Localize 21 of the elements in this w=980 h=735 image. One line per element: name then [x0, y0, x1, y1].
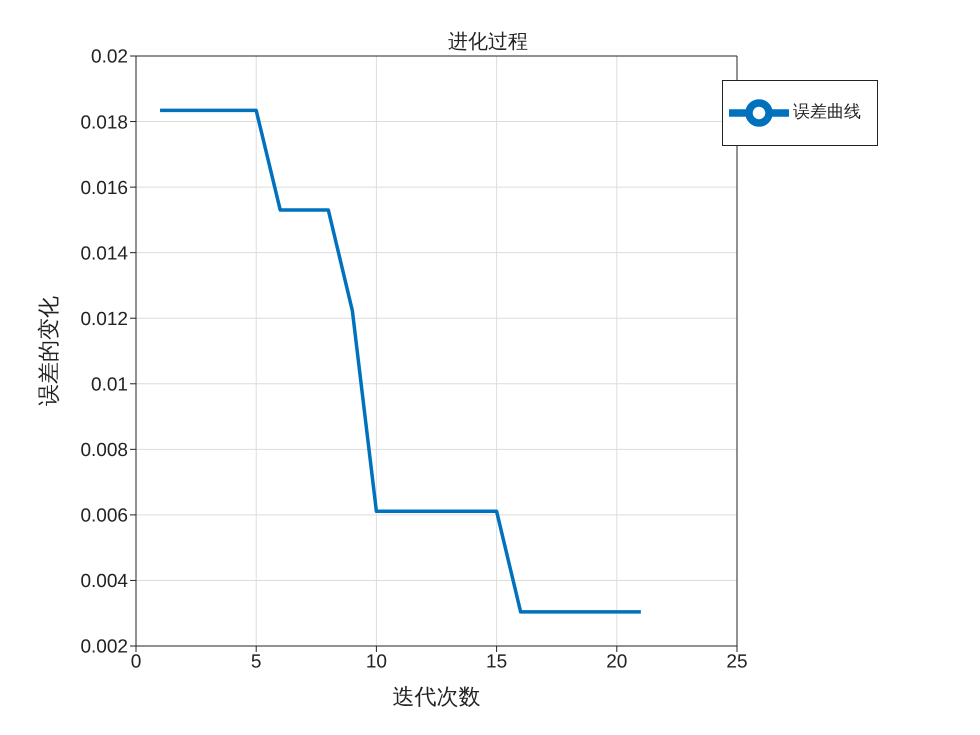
y-tick-label: 0.008: [80, 440, 128, 462]
legend-label: 误差曲线: [793, 102, 861, 121]
x-axis-title: 迭代次数: [392, 684, 480, 709]
x-tick-label: 15: [486, 651, 508, 672]
x-tick-label: 5: [250, 651, 262, 672]
y-tick-label: 0.012: [80, 308, 128, 330]
x-tick-label: 10: [366, 651, 387, 672]
y-tick-label: 0.006: [80, 506, 128, 527]
x-tick-label: 20: [606, 651, 628, 672]
x-tick-label: 0: [130, 651, 142, 672]
y-tick-label: 0.018: [80, 112, 128, 134]
y-tick-label: 0.004: [80, 571, 128, 592]
y-tick-label: 0.014: [80, 243, 128, 264]
line-series: [158, 108, 643, 614]
chart-title: 进化过程: [448, 31, 528, 53]
y-tick-label: 0.01: [91, 374, 128, 396]
y-tick-label: 0.002: [80, 636, 128, 658]
y-tick-label: 0.016: [80, 178, 128, 199]
x-tick-label: 25: [726, 651, 748, 672]
y-axis-title: 误差的变化: [36, 296, 61, 406]
y-tick-label: 0.02: [91, 46, 128, 68]
